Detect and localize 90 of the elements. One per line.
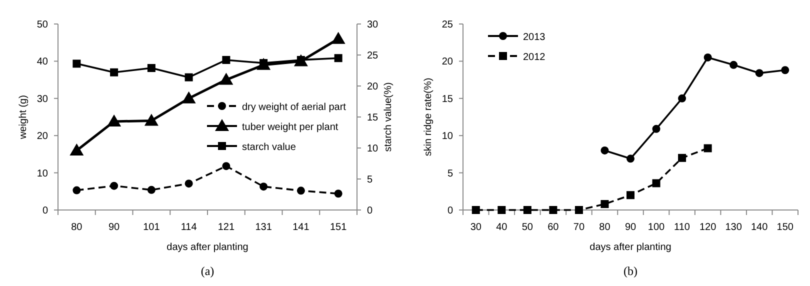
point [498,206,506,214]
y-tick-label: 25 [442,20,454,30]
y2-tick-label: 30 [367,20,379,30]
x-axis-title: days after planting [166,242,248,253]
point [107,114,122,126]
point [704,144,712,152]
point [334,190,342,198]
y2-tick-label: 25 [367,50,379,62]
point [755,69,764,78]
y-tick-label: 5 [447,168,454,180]
point [72,60,81,68]
point [144,114,158,126]
point [110,68,118,76]
x-tick-label: 130 [725,222,742,233]
text: (a) [200,264,214,278]
point [72,186,81,194]
y-axis-title: skin ridge rate(%) [423,78,434,156]
legend-label: 2012 [523,52,546,63]
x-tick-label: 141 [292,222,310,233]
y2-tick-label: 15 [367,112,379,124]
point [652,179,660,188]
y-tick-label: 15 [442,94,454,105]
y2-axis-title: starch value(%) [383,82,394,152]
x-tick-label: 40 [496,222,508,233]
x-tick-label: 121 [218,222,235,233]
point [222,56,230,64]
point [260,182,268,191]
y-tick-label: 0 [42,206,48,216]
point [331,32,346,44]
point [523,206,532,214]
point [626,154,634,163]
y2-tick-label: 0 [367,206,373,216]
point [334,54,342,62]
x-tick-label: 100 [648,222,666,233]
y2-tick-label: 10 [367,144,379,154]
point [182,91,196,104]
point [652,124,660,133]
legend-label: tuber weight per plant [242,122,338,133]
point [70,143,84,156]
point [730,60,738,69]
point [472,206,480,214]
x-tick-label: 60 [548,222,560,233]
point [147,186,156,194]
y-tick-label: 10 [442,131,454,142]
y-axis-title: weight (g) [18,95,29,140]
x-tick-label: 151 [330,222,348,233]
y-tick-label: 20 [36,131,48,142]
y2-tick-label: 20 [367,82,379,92]
x-tick-label: 90 [108,222,120,233]
point [600,200,609,208]
text: (b) [624,264,638,278]
x-tick-label: 30 [470,222,482,233]
point [781,66,790,74]
y-tick-label: 50 [36,20,48,30]
point [184,73,193,82]
x-tick-label: 131 [255,222,272,233]
y-tick-label: 20 [442,56,454,68]
point [222,162,230,170]
x-tick-label: 140 [751,222,768,233]
point [110,182,118,190]
y-tick-label: 40 [36,56,48,68]
y2-tick-label: 5 [367,174,373,186]
x-tick-label: 90 [624,222,636,233]
point [626,191,634,200]
y-tick-label: 0 [447,206,454,216]
x-axis-title: days after planting [590,242,672,253]
point [678,154,686,162]
point [678,94,686,102]
y-tick-label: 10 [36,168,48,180]
x-tick-label: 150 [776,222,794,233]
x-tick-label: 110 [674,222,690,233]
point [704,53,712,62]
legend-label: starch value [242,142,296,153]
legend-label: dry weight of aerial part [242,102,346,113]
point [296,186,305,195]
x-tick-label: 80 [71,222,83,233]
point [549,206,558,214]
x-tick-label: 114 [180,222,198,233]
x-tick-label: 70 [573,222,585,233]
x-tick-label: 101 [143,222,160,233]
point [574,206,583,214]
x-tick-label: 50 [522,222,534,233]
point [147,64,156,72]
point [219,72,234,85]
y-tick-label: 30 [36,94,48,105]
point [184,180,193,188]
x-tick-label: 80 [599,222,611,233]
x-tick-label: 120 [699,222,717,233]
point [600,146,609,154]
legend-label: 2013 [523,32,546,43]
